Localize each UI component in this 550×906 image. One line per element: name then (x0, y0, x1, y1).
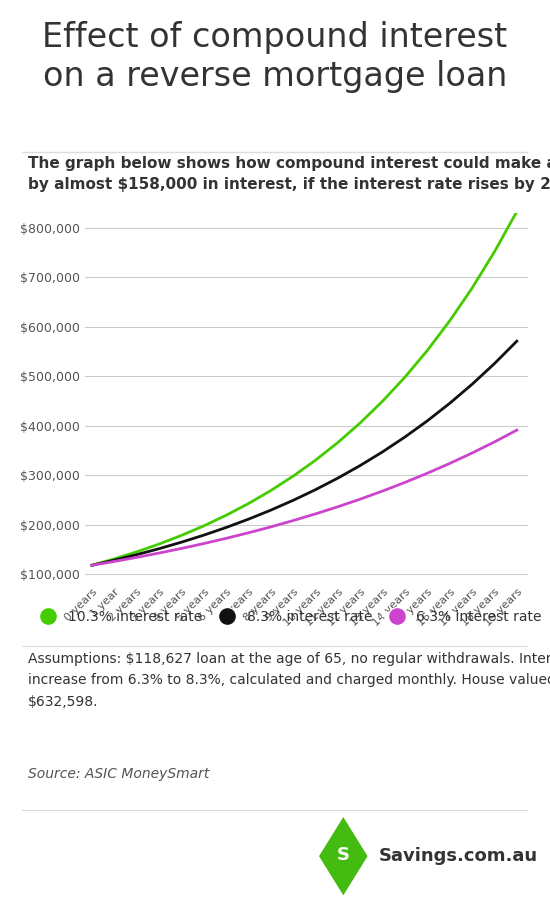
Polygon shape (319, 817, 367, 895)
Legend: 10.3% interest rate, 8.3% interest rate, 6.3% interest rate: 10.3% interest rate, 8.3% interest rate,… (29, 604, 548, 630)
Text: The graph below shows how compound interest could make a debt grow
by almost $15: The graph below shows how compound inter… (28, 156, 550, 192)
Text: S: S (337, 845, 350, 863)
Text: Effect of compound interest
on a reverse mortgage loan: Effect of compound interest on a reverse… (42, 21, 508, 93)
Text: Savings.com.au: Savings.com.au (379, 847, 538, 865)
Text: Assumptions: $118,627 loan at the age of 65, no regular withdrawals. Interest ra: Assumptions: $118,627 loan at the age of… (28, 652, 550, 708)
Text: Source: ASIC MoneySmart: Source: ASIC MoneySmart (28, 767, 209, 781)
